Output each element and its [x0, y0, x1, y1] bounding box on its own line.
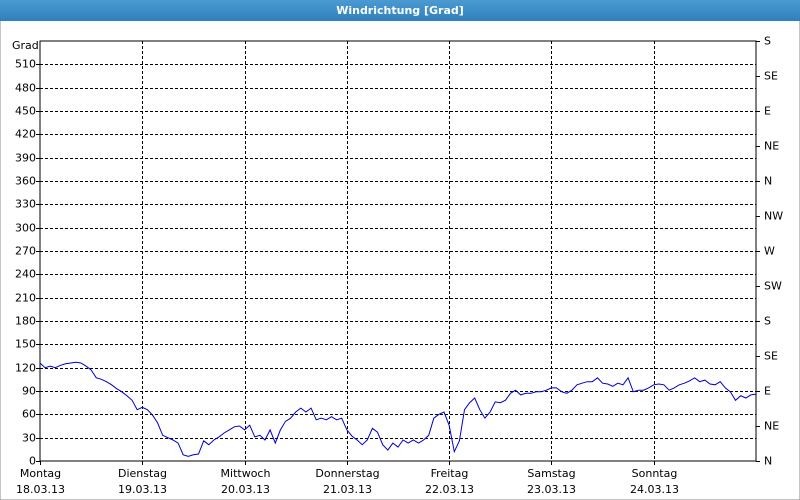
y2-tick-label: NW — [764, 210, 783, 223]
x-tick-label: Freitag — [431, 467, 469, 480]
y-tick-label: 360 — [15, 175, 36, 188]
x-tick-label: Samstag — [527, 467, 575, 480]
y-tick-label: 420 — [15, 128, 36, 141]
y-tick-label: 210 — [15, 292, 36, 305]
y2-tick-label: S — [764, 35, 771, 48]
y2-tick-label: N — [764, 455, 772, 468]
y2-tick-label: NE — [764, 140, 779, 153]
y2-tick-label: W — [764, 245, 775, 258]
y2-tick-label: SE — [764, 70, 778, 83]
y2-tick-label: S — [764, 315, 771, 328]
y-tick-label: 120 — [15, 362, 36, 375]
y-tick-label: 240 — [15, 268, 36, 281]
x-tick-date: 19.03.13 — [118, 483, 167, 496]
x-tick-label: Mittwoch — [221, 467, 271, 480]
y-tick-label: 180 — [15, 315, 36, 328]
y2-tick-label: SW — [764, 280, 782, 293]
x-tick-label: Dienstag — [118, 467, 167, 480]
x-tick-date: 21.03.13 — [323, 483, 372, 496]
data-line — [39, 361, 757, 457]
y-tick-label: 0 — [29, 455, 36, 468]
x-tick-date: 23.03.13 — [527, 483, 576, 496]
y2-tick-label: SE — [764, 350, 778, 363]
x-tick-label: Sonntag — [632, 467, 678, 480]
y-tick-label: 300 — [15, 222, 36, 235]
x-tick-label: Donnerstag — [315, 467, 379, 480]
x-tick-date: 20.03.13 — [221, 483, 270, 496]
y-tick-label: 450 — [15, 105, 36, 118]
y-tick-label: 480 — [15, 82, 36, 95]
y2-tick-label: NE — [764, 420, 779, 433]
title-bar — [0, 0, 800, 21]
y-tick-label: 510 — [15, 58, 36, 71]
y-tick-label: 90 — [22, 385, 36, 398]
y-tick-label: 270 — [15, 245, 36, 258]
x-tick-date: 22.03.13 — [425, 483, 474, 496]
x-tick-date: 24.03.13 — [630, 483, 679, 496]
chart-title: Windrichtung [Grad] — [336, 4, 464, 17]
x-tick-date: 18.03.13 — [16, 483, 65, 496]
y2-tick-label: E — [764, 105, 771, 118]
y-tick-label: 30 — [22, 432, 36, 445]
y-tick-label: 390 — [15, 152, 36, 165]
y-tick-label: 330 — [15, 198, 36, 211]
y-axis-label: Grad — [12, 39, 39, 52]
y2-tick-label: E — [764, 385, 771, 398]
y-tick-label: 60 — [22, 408, 36, 421]
y-tick-label: 150 — [15, 338, 36, 351]
x-tick-label: Montag — [20, 467, 61, 480]
y2-tick-label: N — [764, 175, 772, 188]
